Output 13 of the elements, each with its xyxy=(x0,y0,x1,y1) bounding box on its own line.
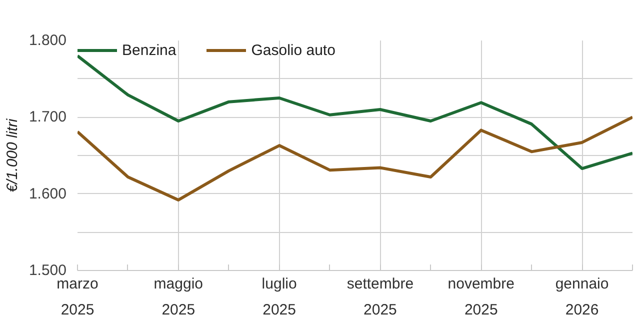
y-tick-label: 1.700 xyxy=(28,108,67,126)
category-label: settembre 2025 xyxy=(346,276,414,318)
y-axis-title: €/1.000 litri xyxy=(4,118,21,192)
legend-label: Benzina xyxy=(122,42,176,58)
y-tick-label: 1.600 xyxy=(28,185,67,202)
line-series xyxy=(78,54,632,170)
line-series xyxy=(78,116,632,202)
y-tick-label: 1.800 xyxy=(28,32,67,49)
category-label: novembre 2025 xyxy=(448,276,514,318)
legend-label: Gasolio auto xyxy=(251,42,336,58)
category-label: gennaio 2026 xyxy=(555,276,609,318)
category-label: maggio 2025 xyxy=(154,276,204,318)
category-label: luglio 2025 xyxy=(262,276,297,318)
